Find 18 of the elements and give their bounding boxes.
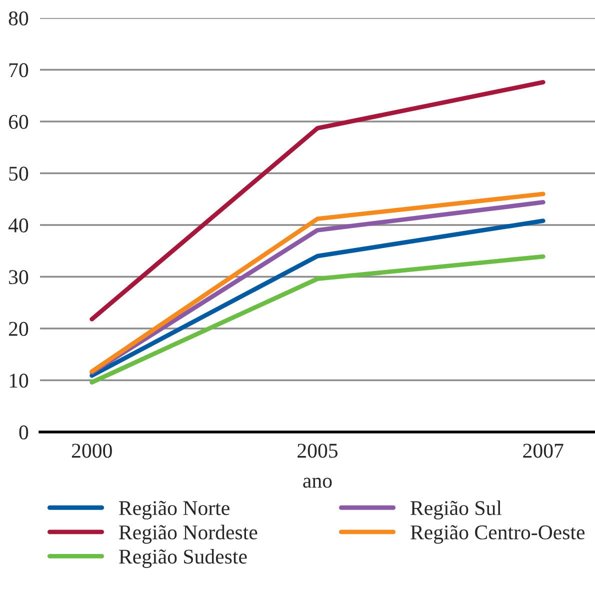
- y-tick-label: 50: [9, 166, 28, 181]
- x-axis-title: ano: [303, 478, 332, 488]
- x-tick-label: 2000: [72, 444, 112, 458]
- y-tick-label: 0: [19, 425, 28, 440]
- legend-label: Região Centro-Oeste: [410, 525, 585, 544]
- y-tick-label: 60: [8, 114, 28, 129]
- y-tick-label: 40: [8, 218, 28, 232]
- y-tick-label: 10: [10, 374, 28, 388]
- legend-label: Região Nordeste: [119, 524, 258, 544]
- y-tick-label: 30: [9, 270, 28, 284]
- legend-label: Região Norte: [119, 500, 230, 520]
- legend-label: Região Sudeste: [119, 549, 247, 568]
- legend-label: Região Sul: [410, 500, 502, 520]
- x-tick-label: 2007: [523, 444, 564, 458]
- y-tick-label: 80: [8, 11, 28, 26]
- y-tick-label: 20: [8, 322, 28, 336]
- y-tick-label: 70: [9, 63, 28, 78]
- x-tick-label: 2005: [298, 444, 338, 458]
